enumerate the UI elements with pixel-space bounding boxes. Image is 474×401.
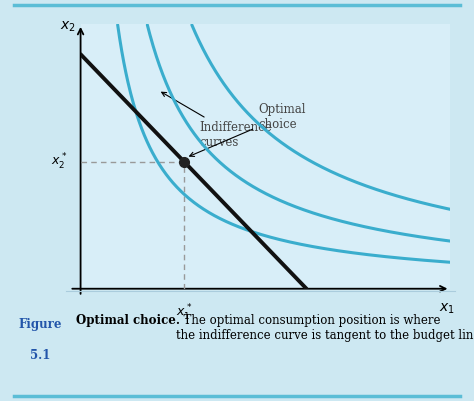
Text: Figure: Figure [18, 318, 62, 331]
Text: $x_2$: $x_2$ [60, 20, 75, 34]
Text: 5.1: 5.1 [30, 349, 50, 362]
Text: Optimal choice.: Optimal choice. [76, 314, 180, 327]
Text: Optimal
choice: Optimal choice [190, 103, 306, 156]
Text: $x_1$: $x_1$ [439, 302, 455, 316]
Text: $x_1^*$: $x_1^*$ [176, 303, 192, 323]
Text: The optimal consumption position is where
the indifference curve is tangent to t: The optimal consumption position is wher… [176, 314, 474, 342]
Text: $x_2^*$: $x_2^*$ [52, 152, 68, 172]
Text: Indifference
curves: Indifference curves [162, 92, 272, 149]
